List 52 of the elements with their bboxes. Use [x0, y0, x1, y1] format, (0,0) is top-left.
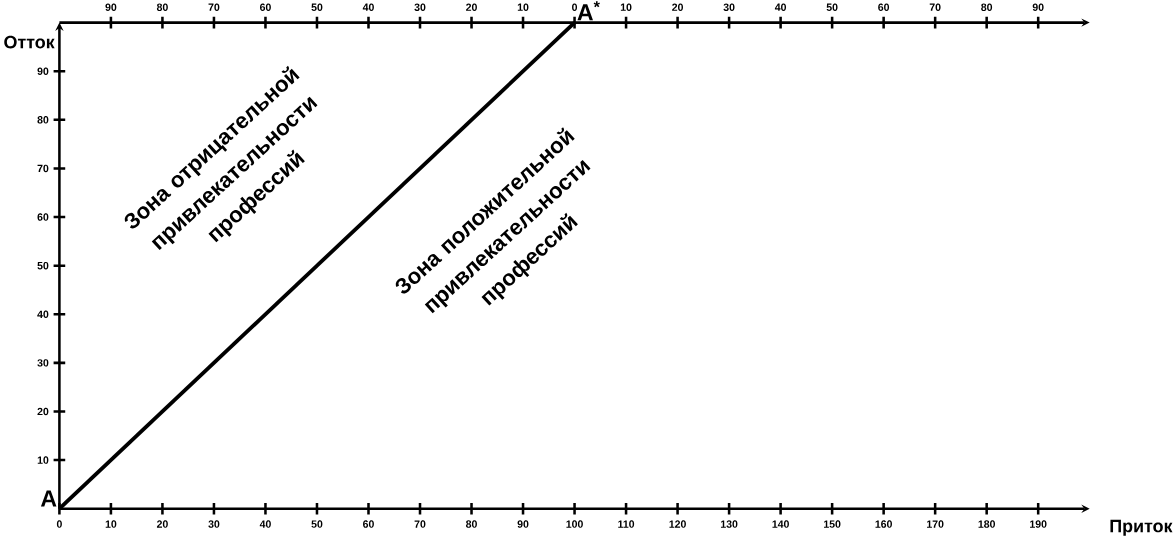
- x2-tick-label: 50: [311, 3, 323, 11]
- y-tick-label: 20: [37, 407, 49, 416]
- x2-tick-label: 0: [572, 3, 578, 11]
- x2-tick-label: 90: [105, 3, 117, 11]
- x2-tick-label: 10: [517, 3, 529, 11]
- y-tick-label: 40: [37, 310, 49, 318]
- x2-tick-label: 80: [156, 3, 168, 11]
- x2-tick-label: 60: [878, 3, 890, 11]
- x-tick-label: 10: [105, 520, 117, 528]
- x-tick-label: 120: [669, 520, 686, 528]
- x-tick-label: 20: [156, 520, 168, 528]
- x2-tick-label: 40: [774, 3, 787, 11]
- x2-tick-label: 10: [620, 3, 632, 11]
- y-tick-label: 70: [37, 164, 49, 172]
- x-tick-label: 70: [414, 520, 426, 528]
- x-tick-label: 50: [311, 520, 323, 528]
- x-tick-label: 180: [978, 520, 996, 528]
- y-tick-label: 80: [37, 115, 49, 124]
- y-tick-label: 30: [37, 358, 49, 367]
- x2-tick-label: 50: [826, 3, 838, 11]
- y-tick-label: 10: [37, 456, 49, 464]
- x2-tick-label: 90: [1032, 3, 1044, 11]
- x2-tick-label: 20: [466, 3, 477, 11]
- x2-tick-label: 70: [208, 3, 220, 11]
- x2-tick-label: 30: [723, 3, 735, 11]
- x2-tick-label: 70: [929, 3, 941, 11]
- x-tick-label: 170: [927, 520, 944, 528]
- x-tick-label: 80: [466, 520, 477, 528]
- x2-tick-label: 60: [259, 3, 271, 11]
- x-tick-label: 190: [1030, 520, 1047, 528]
- x-tick-label: 100: [566, 520, 583, 528]
- y-tick-label: 50: [37, 261, 49, 270]
- x2-tick-label: 80: [981, 3, 993, 11]
- x-tick-label: 30: [208, 520, 220, 528]
- x-tick-label: 130: [720, 520, 738, 528]
- x-tick-label: 150: [824, 520, 841, 528]
- x-tick-label: 0: [56, 520, 62, 528]
- x-tick-label: 40: [259, 520, 271, 528]
- x2-tick-label: 20: [672, 3, 684, 11]
- x-axis-title: Приток: [1110, 519, 1173, 536]
- x-tick-label: 60: [363, 520, 374, 528]
- x-tick-label: 160: [875, 520, 892, 528]
- y-tick-label: 60: [37, 213, 49, 221]
- x-tick-label: 140: [772, 520, 789, 528]
- y-axis-title: Отток: [4, 35, 55, 49]
- y-tick-label: 90: [37, 67, 49, 75]
- annotation: A: [40, 490, 57, 507]
- x-tick-label: 90: [517, 520, 529, 528]
- x2-tick-label: 30: [414, 3, 426, 11]
- x2-tick-label: 40: [362, 3, 374, 11]
- x-tick-label: 110: [618, 520, 635, 528]
- annotation: A$^{*}$: [577, 1, 600, 21]
